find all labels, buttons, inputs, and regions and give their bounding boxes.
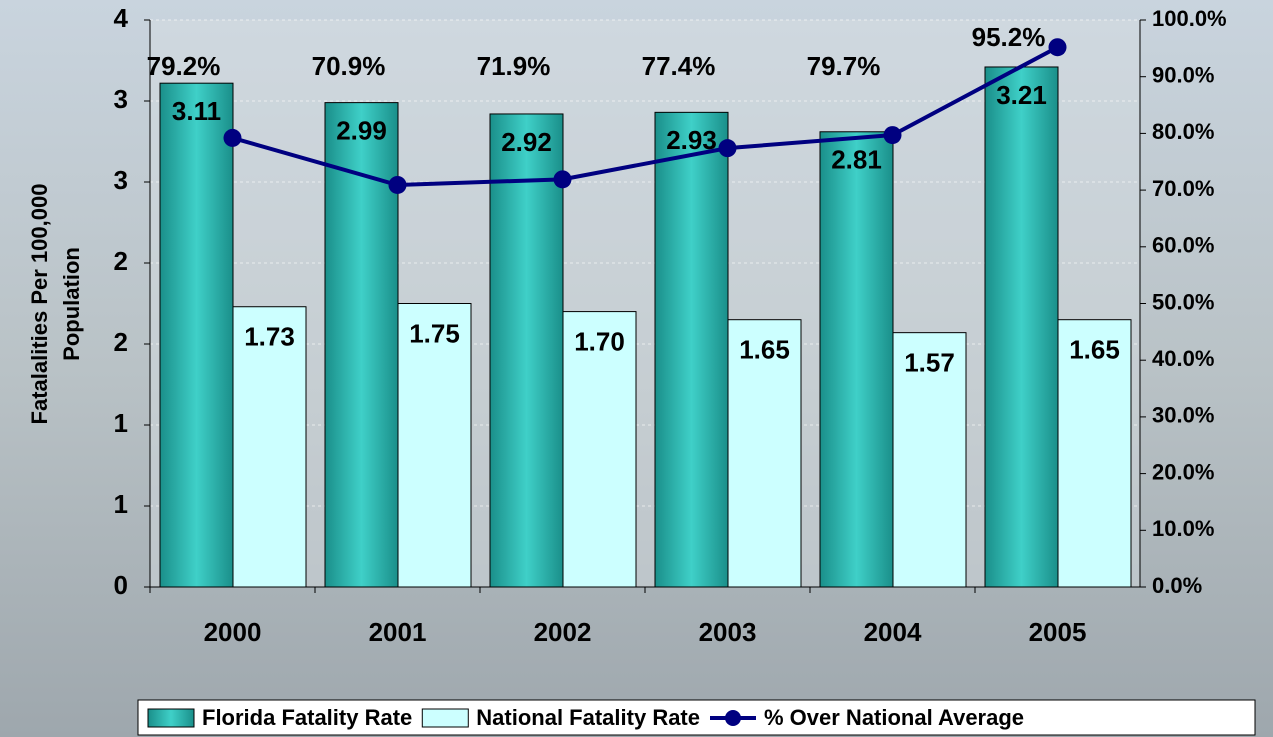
x-tick-label: 2003 [699,617,757,647]
x-tick-label: 2005 [1029,617,1087,647]
data-label: 1.65 [739,335,790,365]
bar [160,83,233,587]
data-label: 79.7% [807,51,881,81]
y-tick-label: 3 [114,165,128,195]
y2-tick-label: 90.0% [1152,63,1214,88]
y2-tick-label: 30.0% [1152,403,1214,428]
data-label: 71.9% [477,51,551,81]
y2-tick-label: 10.0% [1152,516,1214,541]
marker [884,126,902,144]
bar [490,114,563,587]
chart: Fatalalities Per 100,000 Population 0 1 1 2 2… [0,0,1273,737]
data-label: 79.2% [147,51,221,81]
data-label: 3.11 [172,96,221,126]
y2-tick-label: 20.0% [1152,459,1214,484]
y-tick-label: 4 [114,3,129,33]
legend-swatch [148,709,194,727]
y2-tick-label: 80.0% [1152,119,1214,144]
data-label: 1.75 [409,318,460,348]
y2-tick-label: 100.0% [1152,6,1227,31]
bar [820,132,893,587]
x-tick-label: 2000 [204,617,262,647]
bar [985,67,1058,587]
legend-swatch [725,710,741,726]
data-label: 70.9% [312,51,386,81]
x-tick-label: 2001 [369,617,427,647]
y-axis-label-line: Population [59,247,84,361]
y2-tick-label: 0.0% [1152,573,1202,598]
legend-swatch [422,709,468,727]
y-axis-label-line: Fatalalities Per 100,000 [27,184,52,425]
y2-tick-label: 60.0% [1152,233,1214,258]
marker [719,139,737,157]
data-label: 95.2% [972,22,1046,52]
legend-label: % Over National Average [764,705,1024,730]
data-label: 1.57 [904,348,955,378]
y2-tick-label: 70.0% [1152,176,1214,201]
x-tick-label: 2004 [864,617,922,647]
data-label: 3.21 [996,80,1047,110]
data-label: 1.70 [574,326,625,356]
data-label: 2.92 [501,127,552,157]
y2-tick-label: 50.0% [1152,289,1214,314]
marker [224,129,242,147]
bar [655,112,728,587]
marker [1049,38,1067,56]
y-tick-label: 2 [114,327,128,357]
y-tick-label: 1 [114,489,128,519]
data-label: 1.65 [1069,335,1120,365]
data-label: 1.73 [244,322,295,352]
y-tick-label: 3 [114,84,128,114]
y-tick-label: 0 [114,570,128,600]
legend-label: Florida Fatality Rate [202,705,412,730]
y-tick-label: 2 [114,246,128,276]
y-tick-label: 1 [114,408,128,438]
legend-label: National Fatality Rate [476,705,700,730]
data-label: 77.4% [642,51,716,81]
x-tick-label: 2002 [534,617,592,647]
marker [554,170,572,188]
marker [389,176,407,194]
data-label: 2.81 [831,145,882,175]
data-label: 2.99 [336,115,387,145]
y2-tick-label: 40.0% [1152,346,1214,371]
